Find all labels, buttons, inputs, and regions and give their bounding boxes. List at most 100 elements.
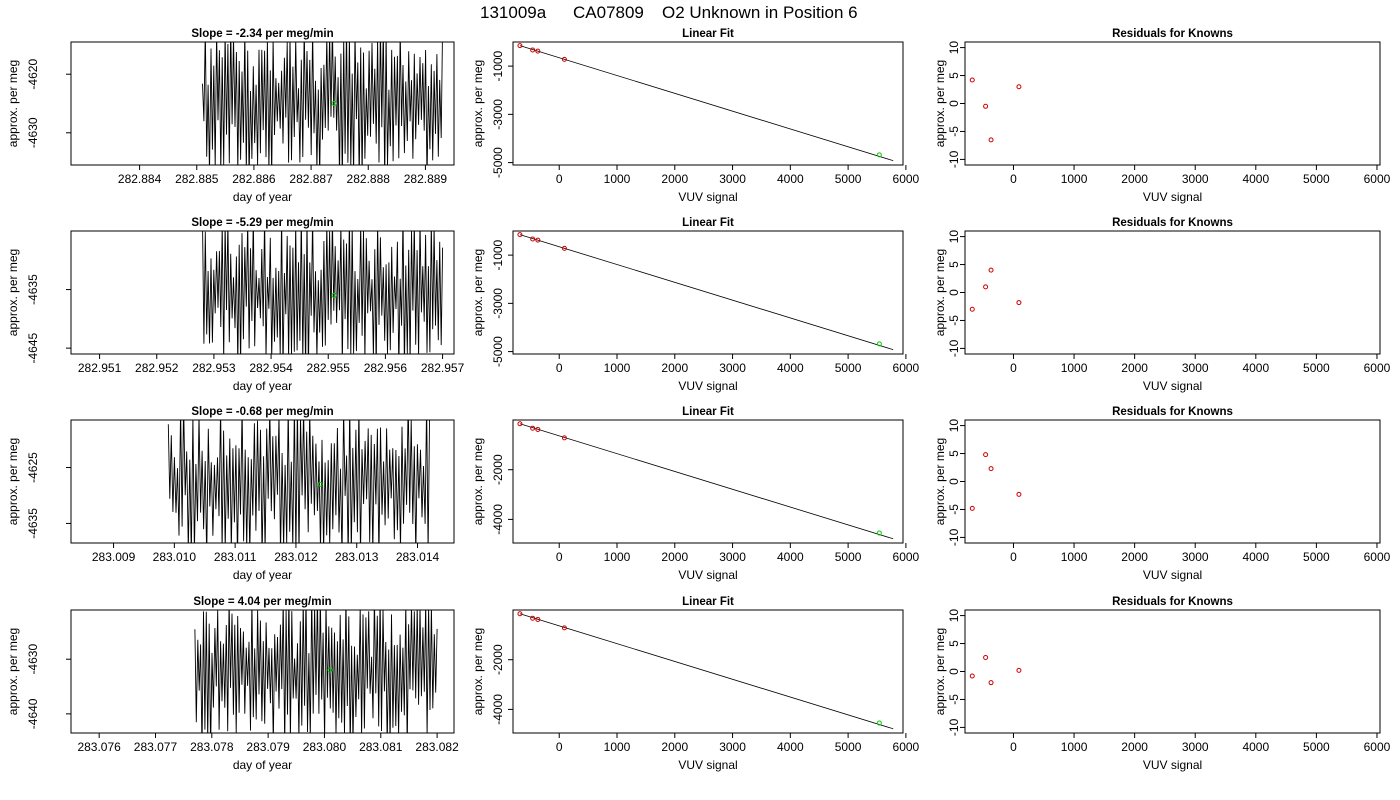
row-2: Slope = -5.29 per meg/min 282.951 282.952 2… <box>6 217 1391 393</box>
series-xtick-label: 283.077 <box>134 740 178 754</box>
residual-point <box>1016 491 1022 497</box>
fit-title: Linear Fit <box>682 217 734 229</box>
series-xtick-label: 282.952 <box>135 361 179 375</box>
residual-ylabel: approx. per meg <box>933 438 947 525</box>
residual-point <box>1016 84 1022 90</box>
residual-xtick-label: 1000 <box>1061 740 1088 754</box>
residual-ytick-label: -10 <box>947 718 961 736</box>
known-point <box>535 426 541 432</box>
fit-xtick-label: 5000 <box>835 172 862 186</box>
series-xtick-label: 282.956 <box>364 361 408 375</box>
residual-ytick-label: 0 <box>947 100 961 107</box>
residual-ytick-label: -10 <box>947 339 961 357</box>
fit-ytick-label: -1000 <box>491 50 505 81</box>
fit-title: Linear Fit <box>682 596 734 608</box>
fit-plot-frame <box>512 41 904 166</box>
series-panel: Slope = 4.04 per meg/min 283.076 283.077 28… <box>6 596 459 772</box>
residual-ytick-label: 10 <box>947 230 961 244</box>
fit-panel: Linear Fit 0 1000 2000 3000 4000 5000 6000 -1000… <box>471 28 920 204</box>
residual-ytick-label: 10 <box>947 41 961 55</box>
series-xtick-label: 282.889 <box>404 172 448 186</box>
fit-ylabel: approx. per meg <box>471 438 485 525</box>
known-point <box>535 48 541 54</box>
residual-xtick-label: 0 <box>1010 361 1017 375</box>
known-point <box>530 236 536 242</box>
residual-point <box>983 452 989 458</box>
fit-ytick-label: -4000 <box>491 694 505 725</box>
residual-point <box>983 655 989 661</box>
residual-xlabel: VUV signal <box>1143 568 1202 582</box>
residual-point <box>983 284 989 290</box>
series-xtick-label: 283.014 <box>396 550 440 564</box>
known-point <box>535 237 541 243</box>
residual-xtick-label: 3000 <box>1182 361 1209 375</box>
series-ytick-label: -4630 <box>26 117 40 148</box>
series-ylabel: approx. per meg <box>6 628 20 715</box>
fit-xtick-label: 2000 <box>661 740 688 754</box>
fit-line <box>519 423 894 540</box>
residual-ytick-label: -5 <box>947 694 961 705</box>
residual-point <box>988 466 994 472</box>
series-xtick-label: 283.082 <box>415 740 459 754</box>
unknown-point <box>876 152 882 158</box>
fit-ytick-label: -1000 <box>491 239 505 270</box>
residual-xtick-label: 4000 <box>1242 550 1269 564</box>
fit-xtick-label: 1000 <box>604 172 631 186</box>
fit-ytick-label: -5000 <box>491 147 505 178</box>
series-xtick-label: 282.887 <box>289 172 333 186</box>
series-xtick-label: 282.888 <box>347 172 391 186</box>
residual-ytick-label: 0 <box>947 668 961 675</box>
row-1: Slope = -2.34 per meg/min 282.884 282.885 2… <box>6 28 1391 204</box>
residual-xtick-label: 2000 <box>1121 550 1148 564</box>
series-ylabel: approx. per meg <box>6 60 20 147</box>
residual-point <box>969 673 975 679</box>
series-plot-frame <box>70 41 455 166</box>
figure-title-id: 131009a <box>480 3 547 22</box>
series-ytick-label: -4620 <box>26 59 40 90</box>
fit-xtick-label: 2000 <box>661 550 688 564</box>
series-ytick-label: -4625 <box>26 452 40 483</box>
fit-xtick-label: 3000 <box>719 172 746 186</box>
series-xtick-label: 283.076 <box>77 740 121 754</box>
residual-title: Residuals for Knowns <box>1112 596 1233 608</box>
fit-xtick-label: 3000 <box>719 550 746 564</box>
fit-xtick-label: 6000 <box>893 740 920 754</box>
series-xtick-label: 283.012 <box>274 550 318 564</box>
series-trace <box>202 231 444 354</box>
series-xtick-label: 282.954 <box>249 361 293 375</box>
fit-xtick-label: 5000 <box>835 550 862 564</box>
fit-plot-frame <box>512 609 904 734</box>
residual-point <box>988 137 994 143</box>
fit-xtick-label: 0 <box>556 550 563 564</box>
series-xtick-label: 282.885 <box>175 172 219 186</box>
series-xtick-label: 283.013 <box>335 550 379 564</box>
series-xlabel: day of year <box>233 190 292 204</box>
known-point <box>561 435 567 441</box>
fit-plot-frame <box>512 230 904 355</box>
fit-line <box>519 45 894 162</box>
fit-panel: Linear Fit 0 1000 2000 3000 4000 5000 6000 -2000… <box>471 406 920 582</box>
residual-xlabel: VUV signal <box>1143 758 1202 772</box>
series-ytick-label: -4635 <box>26 508 40 539</box>
fit-xtick-label: 1000 <box>604 361 631 375</box>
residual-xtick-label: 5000 <box>1303 550 1330 564</box>
residual-title: Residuals for Knowns <box>1112 217 1233 229</box>
series-panel: Slope = -5.29 per meg/min 282.951 282.952 2… <box>6 217 465 393</box>
unknown-point <box>876 720 882 726</box>
residual-xtick-label: 6000 <box>1364 550 1391 564</box>
series-ylabel: approx. per meg <box>6 438 20 525</box>
fit-ytick-label: -2000 <box>491 644 505 675</box>
fit-xtick-label: 3000 <box>719 740 746 754</box>
figure-title-cylinder: CA07809 <box>573 3 644 22</box>
residual-xtick-label: 0 <box>1010 172 1017 186</box>
fit-ylabel: approx. per meg <box>471 628 485 715</box>
series-trace <box>194 610 438 733</box>
residual-xtick-label: 4000 <box>1242 361 1269 375</box>
series-xtick-label: 283.080 <box>303 740 347 754</box>
series-ytick-label: -4640 <box>26 698 40 729</box>
residual-point <box>1016 667 1022 673</box>
series-ytick-label: -4630 <box>26 644 40 675</box>
residual-xtick-label: 3000 <box>1182 550 1209 564</box>
residual-point <box>988 680 994 686</box>
